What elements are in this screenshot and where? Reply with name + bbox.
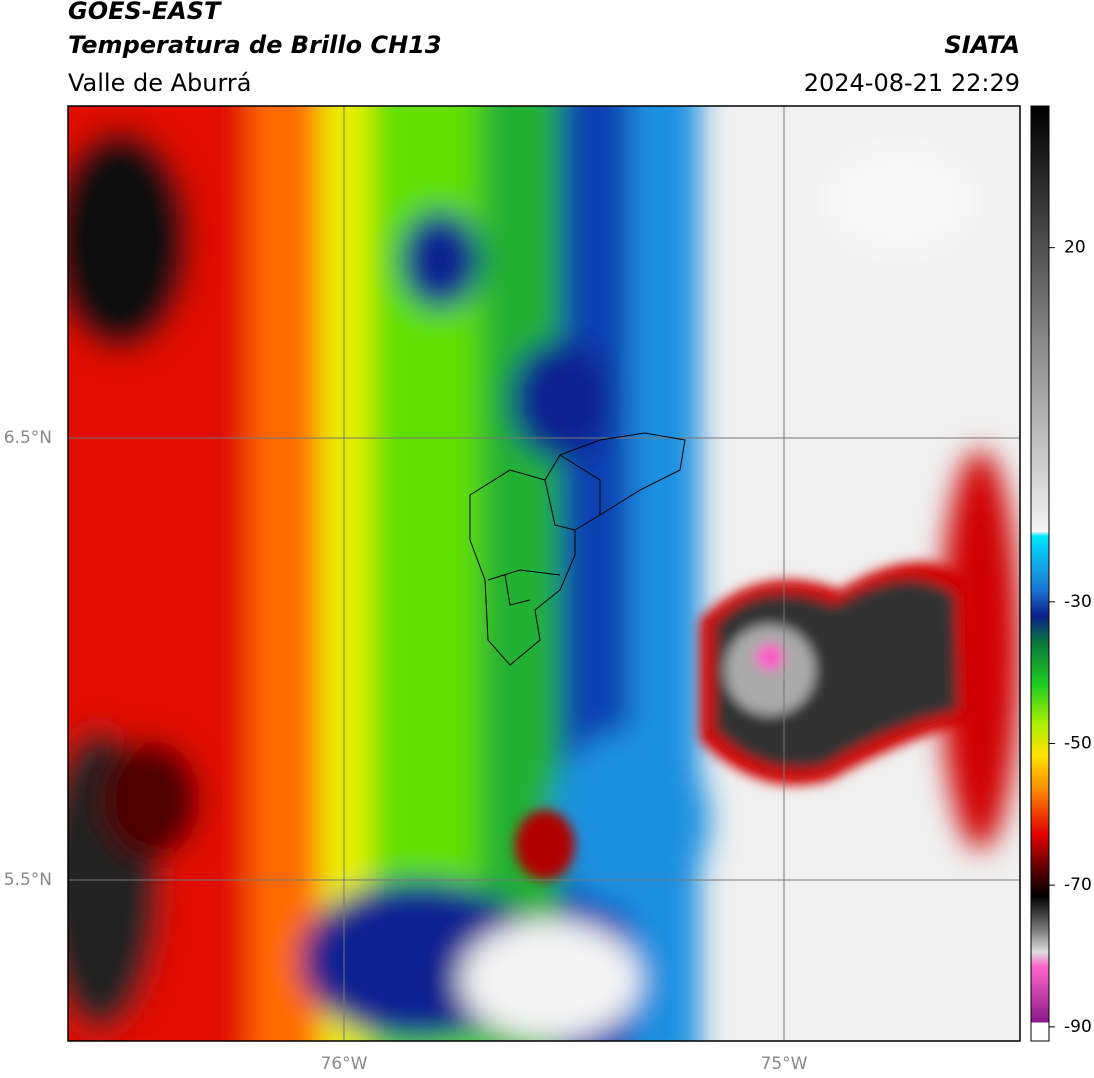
source: SIATA (944, 31, 1020, 59)
map-frame (67, 105, 1021, 1042)
lon-label: 76°W (321, 1054, 368, 1074)
lon-label: 75°W (761, 1054, 808, 1074)
lat-label: 5.5°N (4, 870, 52, 890)
colorbar-tick-label: -70 (1064, 875, 1092, 895)
colorbar (1030, 105, 1050, 1042)
title: GOES-EAST (68, 0, 222, 25)
subtitle: Temperatura de Brillo CH13 (68, 31, 442, 59)
lat-label: 6.5°N (4, 428, 52, 448)
colorbar-tick-label: -90 (1064, 1017, 1092, 1037)
colorbar-tick-label: 20 (1064, 238, 1086, 258)
region: Valle de Aburrá (68, 69, 252, 97)
municipal-boundaries (469, 432, 686, 666)
colorbar-tick-label: -30 (1064, 592, 1092, 612)
satellite-image (68, 106, 1020, 1041)
colorbar-tick-label: -50 (1064, 734, 1092, 754)
datetime: 2024-08-21 22:29 (804, 69, 1020, 97)
